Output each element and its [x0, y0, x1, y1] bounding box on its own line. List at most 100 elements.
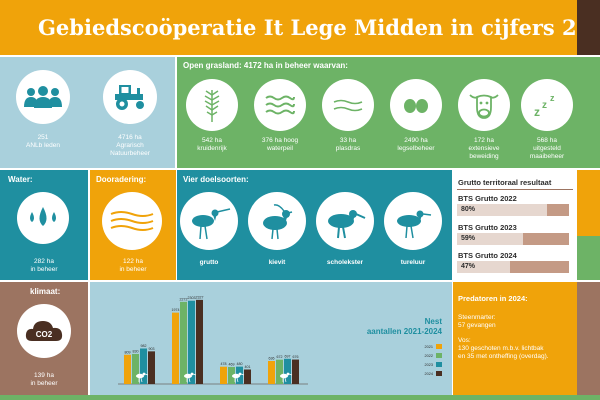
bar-label-tureluur-2024: 676 — [293, 355, 299, 359]
grasland-label-5b: beweiding — [469, 153, 499, 160]
svg-text:z: z — [534, 105, 540, 119]
edge-strip-green — [577, 57, 600, 168]
grutto-results-divider — [457, 189, 573, 190]
grasland-circle-6: z z z — [521, 79, 573, 131]
bottom-strip — [0, 395, 600, 400]
bird-marker-grutto — [136, 372, 149, 383]
bar-kievit-2023 — [188, 300, 195, 384]
members-panel: 251 ANLb leden 4716 ha Agrarisch Natuurb… — [0, 57, 175, 168]
svg-text:z: z — [542, 100, 547, 111]
edge-strip-top — [577, 0, 600, 55]
grasland-circle-4 — [390, 79, 442, 131]
bird-label-tureluur: tureluur — [400, 259, 426, 266]
bar-label-grutto-2021: 809 — [125, 350, 131, 354]
doelsoorten-panel: Vier doelsoorten: grutto — [177, 170, 452, 280]
legend-label-2023: 2023 — [425, 363, 433, 367]
grutto-bar-value-2022: 80% — [461, 206, 476, 213]
bar-tureluur-2023 — [284, 358, 291, 384]
legend-label-2024: 2024 — [425, 372, 433, 376]
steenmarter-text: 57 gevangen — [458, 322, 496, 329]
grasland-value-4: 2490 ha — [404, 137, 428, 144]
edge-strip-right-bottom — [577, 282, 600, 395]
bar-label-kievit-2022: 2272 — [180, 297, 188, 301]
grasland-label-5a: extensieve — [468, 145, 500, 152]
bar-kievit-2021 — [172, 312, 179, 384]
grutto-row-label-2024: BTS Grutto 2024 — [458, 251, 517, 260]
grasland-circle-3 — [322, 79, 374, 131]
ditch-icon — [110, 211, 154, 231]
vos-line-1: 130 geschoten m.b.v. lichtbak — [458, 345, 544, 352]
grutto-results-panel: Grutto territoraal resultaat BTS Grutto … — [453, 170, 577, 280]
wetland-icon — [333, 99, 363, 112]
anlb-circle — [16, 70, 70, 124]
dooradering-heading: Dooradering: — [96, 175, 147, 184]
bar-label-scholekster-2022: 469 — [229, 363, 235, 367]
nest-chart-panel: 809 830 982 903 1974 2272 2303 2327 478 469 480 401… — [90, 282, 452, 395]
sleep-icon: z z z — [534, 93, 555, 119]
klimaat-heading: klimaat: — [30, 287, 61, 296]
bar-label-kievit-2021: 1974 — [172, 308, 180, 312]
grutto-bar-value-2023: 59% — [461, 235, 476, 242]
water-drops-icon — [30, 207, 56, 226]
bird-marker-kievit — [184, 372, 197, 383]
grutto-row-label-2022: BTS Grutto 2022 — [458, 194, 517, 203]
anlb-value: 251 — [37, 134, 49, 141]
herb-icon — [204, 90, 220, 122]
legend-swatch-2023 — [436, 362, 442, 367]
bar-tureluur-2021 — [268, 361, 275, 384]
grasland-label-6a: uitgesteld — [533, 145, 561, 152]
grutto-row-label-2023: BTS Grutto 2023 — [458, 223, 517, 232]
steenmarter-title: Steenmarter: — [458, 314, 496, 321]
chart-title-line-2: aantallen 2021-2024 — [367, 327, 443, 336]
agrarisch-circle — [103, 70, 157, 124]
agrarisch-label-2: Natuurbeheer — [110, 150, 150, 157]
predatoren-panel: Predatoren in 2024: Steenmarter: 57 geva… — [453, 282, 577, 395]
grasland-panel: Open grasland: 4172 ha in beheer waarvan… — [177, 57, 577, 168]
bar-label-tureluur-2021: 636 — [269, 357, 275, 361]
vos-title: Vos: — [458, 337, 471, 344]
water-panel: Water: 282 ha in beheer — [0, 170, 88, 280]
grutto-bar-fill-2024 — [457, 261, 510, 273]
grasland-value-6: 568 ha — [537, 137, 557, 144]
legend-swatch-2022 — [436, 353, 442, 358]
bar-grutto-2022 — [132, 353, 139, 384]
svg-text:z: z — [550, 93, 555, 103]
agrarisch-label-1: Agrarisch — [116, 142, 144, 149]
grasland-label-3: plasdras — [335, 145, 361, 152]
bar-label-tureluur-2023: 697 — [285, 354, 291, 358]
agrarisch-value: 4716 ha — [118, 134, 142, 141]
grutto-bar-2023: 59% — [457, 233, 569, 245]
chart-title-line-1: Nest — [425, 317, 443, 326]
bar-scholekster-2021 — [220, 366, 227, 384]
vos-line-2: en 35 met ontheffing (overdag). — [458, 353, 549, 360]
bar-grutto-2021 — [124, 354, 131, 384]
grasland-value-3: 33 ha — [339, 137, 357, 144]
grasland-heading: Open grasland: 4172 ha in beheer waarvan… — [183, 61, 348, 70]
oystercatcher-icon — [328, 210, 366, 239]
bird-circle-kievit — [248, 192, 306, 250]
edge-strip-right-low — [577, 236, 600, 280]
grasland-label-6b: maaibeheer — [529, 153, 565, 160]
doelsoorten-heading: Vier doelsoorten: — [183, 175, 249, 184]
predatoren-heading: Predatoren in 2024: — [458, 294, 528, 303]
bar-label-scholekster-2024: 401 — [245, 365, 251, 369]
bar-label-grutto-2023: 982 — [141, 344, 147, 348]
bar-tureluur-2024 — [292, 359, 299, 384]
grutto-results-heading: Grutto territoraal resultaat — [458, 178, 552, 187]
legend-label-2021: 2021 — [425, 345, 433, 349]
bird-label-scholekster: scholekster — [326, 259, 364, 266]
legend-label-2022: 2022 — [425, 354, 433, 358]
bar-grutto-2024 — [148, 351, 155, 384]
klimaat-circle: CO2 — [17, 304, 71, 358]
page-title: Gebiedscoöperatie It Lege Midden in cijf… — [38, 15, 600, 40]
grasland-circle-2 — [254, 79, 306, 131]
water-circle — [17, 192, 69, 244]
grutto-bar-2024: 47% — [457, 261, 569, 273]
grasland-circle-1 — [186, 79, 238, 131]
grasland-circle-5 — [458, 79, 510, 131]
grasland-value-1: 542 ha — [202, 137, 222, 144]
bird-circle-grutto — [180, 192, 238, 250]
grasland-label-1: kruidenrijk — [197, 145, 227, 152]
bar-label-grutto-2024: 903 — [149, 347, 155, 351]
bird-label-grutto: grutto — [199, 259, 219, 266]
